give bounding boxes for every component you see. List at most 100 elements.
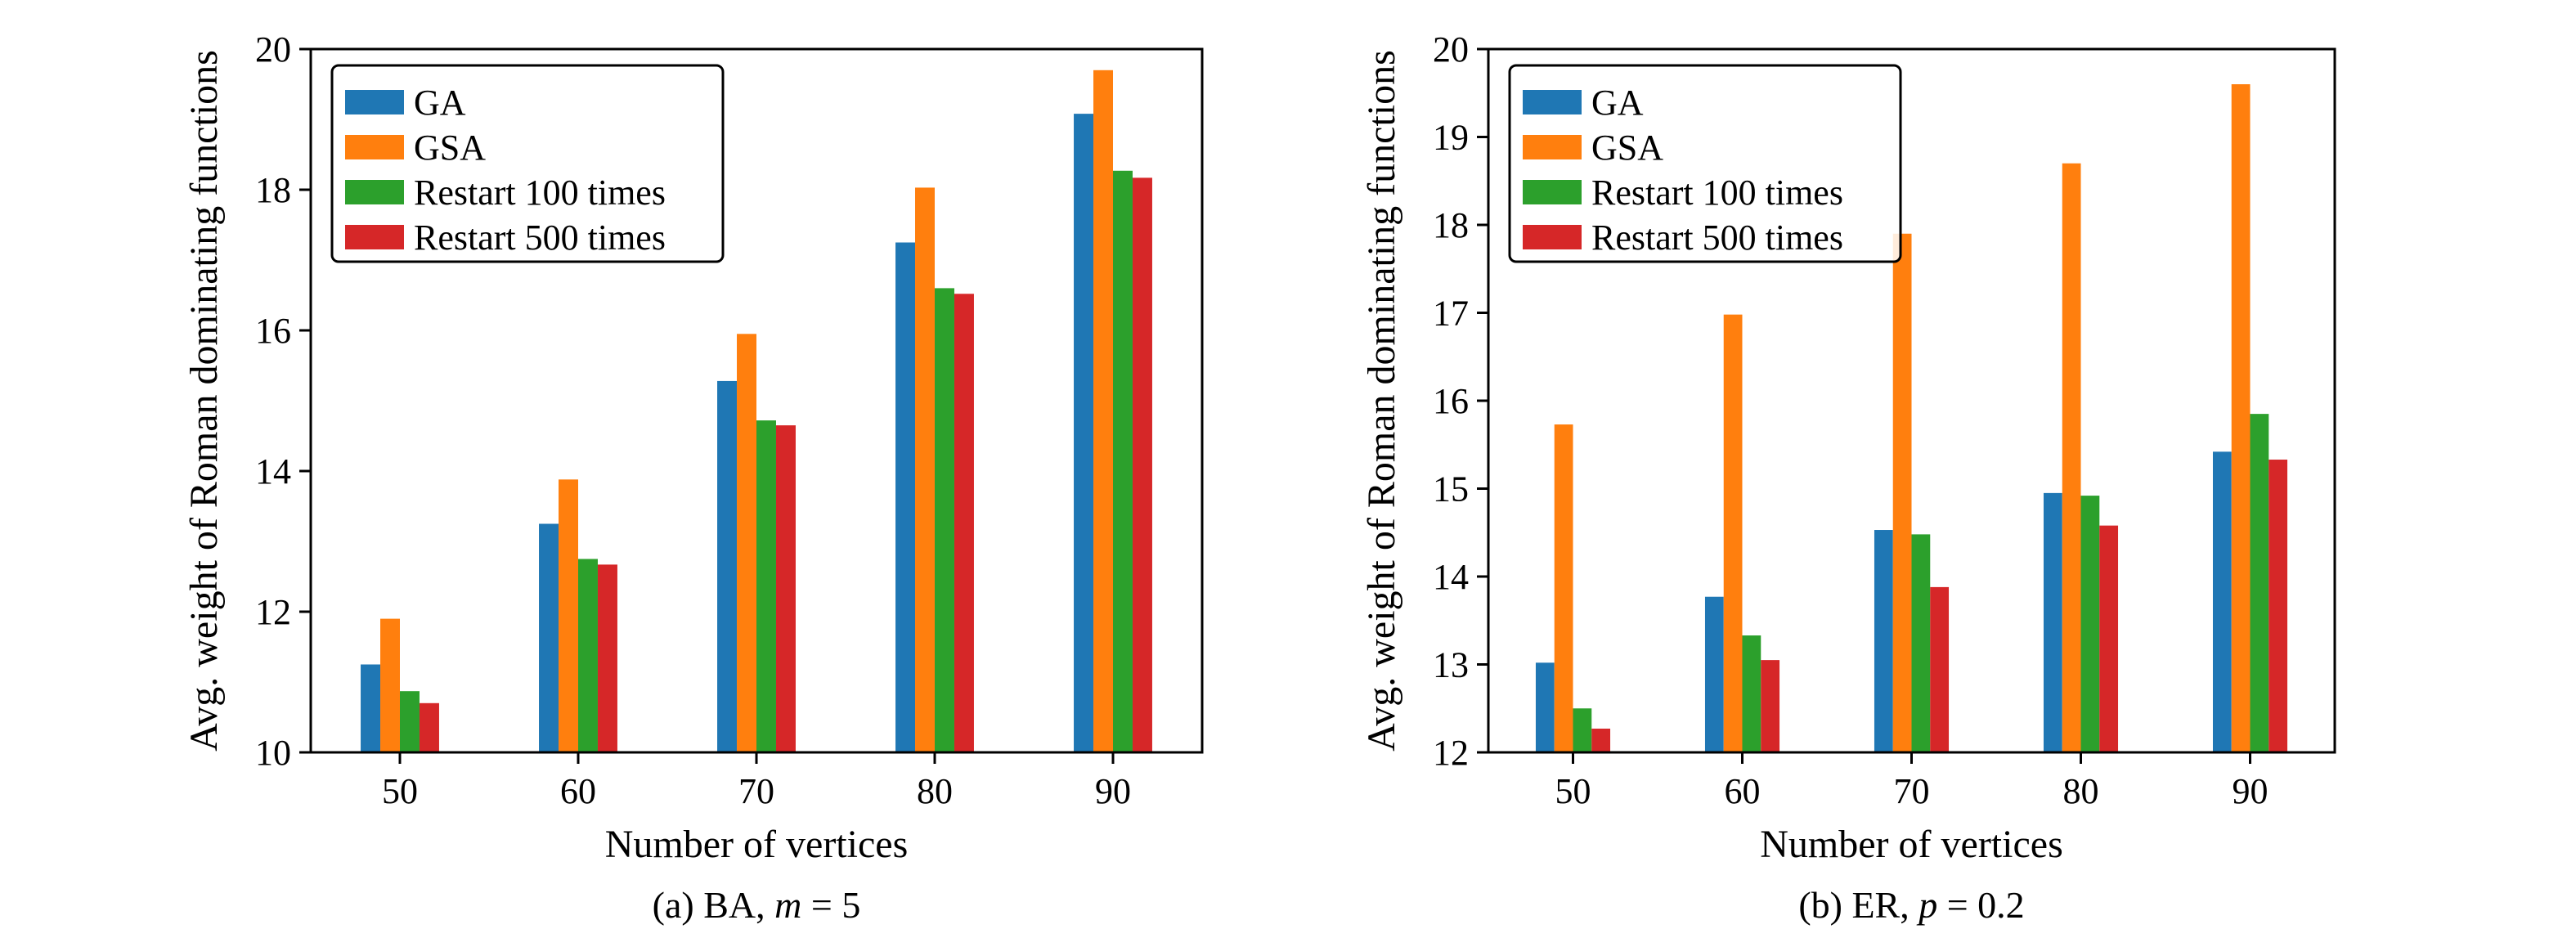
caption-prefix: (b) ER, bbox=[1798, 884, 1919, 926]
x-tick-label: 70 bbox=[738, 771, 774, 811]
y-tick-label: 12 bbox=[1433, 733, 1469, 773]
bar-restart-100-times-70 bbox=[1911, 534, 1931, 752]
bar-restart-100-times-50 bbox=[400, 691, 420, 752]
bar-restart-100-times-50 bbox=[1573, 708, 1592, 752]
bar-gsa-50 bbox=[380, 618, 400, 752]
legend-swatch-ga bbox=[1523, 90, 1582, 114]
y-tick-label: 13 bbox=[1433, 645, 1469, 685]
legend-swatch-restart-500-times bbox=[1523, 225, 1582, 249]
x-axis-title: Number of vertices bbox=[605, 823, 909, 866]
bar-ga-70 bbox=[1874, 530, 1893, 752]
legend-label: GA bbox=[1591, 83, 1644, 123]
bar-restart-100-times-90 bbox=[1113, 170, 1133, 752]
bar-restart-500-times-60 bbox=[1761, 660, 1780, 752]
x-tick-label: 50 bbox=[1555, 771, 1591, 811]
legend-label: Restart 100 times bbox=[1591, 173, 1843, 213]
y-axis-title: Avg. weight of Roman dominating function… bbox=[182, 50, 226, 752]
bar-ga-50 bbox=[1535, 662, 1555, 752]
bar-gsa-90 bbox=[2231, 84, 2251, 752]
legend-swatch-restart-100-times bbox=[1523, 180, 1582, 204]
y-tick-label: 10 bbox=[255, 733, 291, 773]
bar-ga-50 bbox=[361, 664, 381, 752]
bar-restart-500-times-90 bbox=[1132, 177, 1152, 752]
caption-prefix: (a) BA, bbox=[653, 884, 774, 926]
bar-restart-100-times-80 bbox=[2080, 496, 2100, 752]
y-tick-label: 20 bbox=[1433, 29, 1469, 70]
bar-gsa-60 bbox=[1723, 314, 1743, 752]
legend: GA GSA Restart 100 times Restart 500 times bbox=[1508, 64, 1902, 263]
x-axis-title: Number of vertices bbox=[1760, 823, 2063, 866]
legend-swatch-restart-100-times bbox=[345, 180, 404, 204]
y-tick-label: 20 bbox=[255, 29, 291, 70]
x-tick-label: 60 bbox=[560, 771, 596, 811]
legend-label: GSA bbox=[414, 128, 486, 168]
y-tick-label: 16 bbox=[1433, 381, 1469, 421]
bar-gsa-80 bbox=[2062, 163, 2081, 752]
legend-label: Restart 100 times bbox=[414, 173, 666, 213]
y-tick-label: 18 bbox=[255, 170, 291, 210]
bar-gsa-50 bbox=[1554, 424, 1573, 752]
bar-restart-500-times-70 bbox=[1930, 586, 1950, 752]
bar-restart-100-times-60 bbox=[1742, 635, 1761, 752]
chart-panel-b: 12 13 14 15 16 17 18 19 20 50 60 70 80 90 Number of ve… bbox=[1360, 29, 2336, 926]
legend-swatch-gsa bbox=[1523, 135, 1582, 159]
bar-ga-90 bbox=[2212, 451, 2232, 752]
legend-label: Restart 500 times bbox=[414, 218, 666, 258]
x-tick-label: 50 bbox=[382, 771, 418, 811]
bar-ga-60 bbox=[1704, 596, 1724, 752]
bar-restart-500-times-70 bbox=[775, 425, 796, 752]
bar-gsa-80 bbox=[915, 187, 935, 753]
bar-restart-500-times-90 bbox=[2269, 460, 2288, 752]
legend-label: Restart 500 times bbox=[1591, 218, 1843, 258]
legend-swatch-ga bbox=[345, 90, 404, 114]
bar-restart-100-times-60 bbox=[578, 559, 598, 752]
bar-ga-80 bbox=[2043, 492, 2062, 752]
bar-restart-500-times-80 bbox=[2099, 525, 2119, 752]
bar-restart-500-times-50 bbox=[1591, 728, 1611, 752]
bar-ga-70 bbox=[717, 380, 738, 752]
bar-gsa-70 bbox=[1892, 233, 1912, 752]
panel-caption: (b) ER, p = 0.2 bbox=[1798, 884, 2024, 926]
legend-swatch-gsa bbox=[345, 135, 404, 159]
bar-ga-90 bbox=[1074, 114, 1094, 752]
y-tick-label: 15 bbox=[1433, 469, 1469, 509]
bar-gsa-90 bbox=[1093, 70, 1113, 753]
caption-suffix: = 5 bbox=[801, 884, 860, 926]
y-tick-label: 14 bbox=[1433, 557, 1469, 597]
bar-gsa-60 bbox=[559, 479, 578, 752]
bar-restart-100-times-70 bbox=[756, 420, 776, 752]
bar-restart-100-times-80 bbox=[935, 288, 954, 752]
x-tick-label: 90 bbox=[2233, 771, 2269, 811]
bar-gsa-70 bbox=[737, 334, 756, 752]
y-axis-title: Avg. weight of Roman dominating function… bbox=[1360, 50, 1403, 752]
y-tick-label: 12 bbox=[255, 592, 291, 632]
y-tick-label: 18 bbox=[1433, 205, 1469, 245]
legend-label: GA bbox=[414, 83, 466, 123]
bar-restart-500-times-50 bbox=[419, 702, 439, 752]
legend-box bbox=[1508, 64, 1902, 263]
x-tick-label: 90 bbox=[1095, 771, 1131, 811]
y-tick-label: 14 bbox=[255, 451, 291, 491]
x-tick-label: 80 bbox=[2063, 771, 2099, 811]
caption-variable: p bbox=[1916, 884, 1937, 926]
bar-restart-500-times-60 bbox=[597, 564, 617, 752]
bar-ga-60 bbox=[539, 523, 559, 752]
panel-caption: (a) BA, m = 5 bbox=[653, 884, 861, 926]
x-tick-label: 80 bbox=[917, 771, 953, 811]
legend-box bbox=[330, 64, 725, 263]
x-tick-label: 70 bbox=[1894, 771, 1930, 811]
caption-suffix: = 0.2 bbox=[1937, 884, 2024, 926]
bar-ga-80 bbox=[895, 242, 916, 752]
bar-restart-500-times-80 bbox=[954, 294, 974, 752]
chart-panel-a: 10 12 14 16 18 20 50 60 70 80 90 Number of vertices… bbox=[182, 29, 1204, 926]
y-tick-label: 19 bbox=[1433, 118, 1469, 158]
bar-restart-100-times-90 bbox=[2250, 414, 2269, 752]
caption-variable: m bbox=[774, 884, 801, 926]
y-tick-label: 17 bbox=[1433, 294, 1469, 334]
legend-label: GSA bbox=[1591, 128, 1663, 168]
legend: GA GSA Restart 100 times Restart 500 times bbox=[330, 64, 725, 263]
legend-swatch-restart-500-times bbox=[345, 225, 404, 249]
y-tick-label: 16 bbox=[255, 311, 291, 351]
x-tick-label: 60 bbox=[1725, 771, 1761, 811]
